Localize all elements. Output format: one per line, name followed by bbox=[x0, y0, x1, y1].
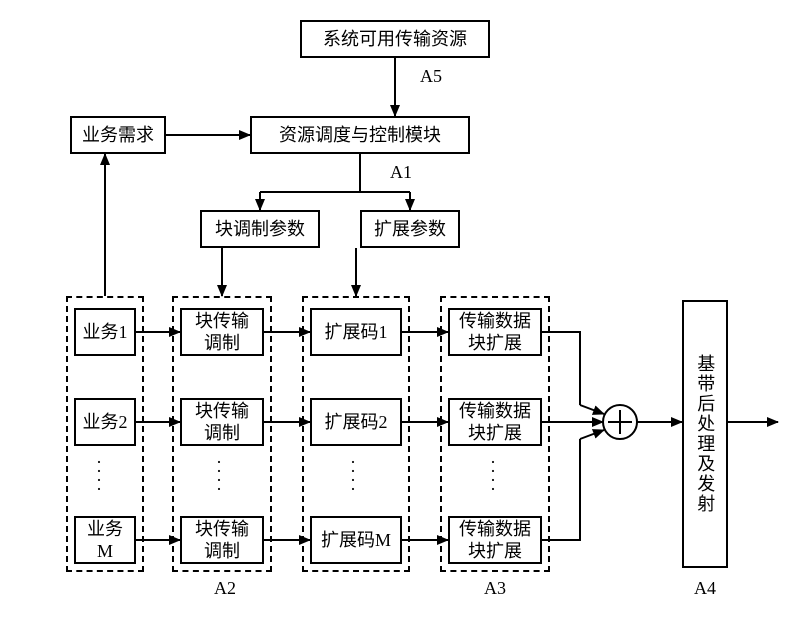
text-service-demand: 业务需求 bbox=[82, 124, 154, 147]
mod-m: 块传输 调制 bbox=[180, 516, 264, 564]
mod-1-label: 块传输 调制 bbox=[195, 310, 249, 355]
text-mod-param: 块调制参数 bbox=[215, 218, 305, 241]
dots-svc: ···· bbox=[96, 458, 102, 494]
mod-1: 块传输 调制 bbox=[180, 308, 264, 356]
label-a2: A2 bbox=[214, 578, 236, 599]
svc-2-label: 业务2 bbox=[83, 411, 128, 434]
dots-mod: ···· bbox=[216, 458, 222, 494]
ext-1-label: 传输数据 块扩展 bbox=[459, 310, 531, 355]
mod-2-label: 块传输 调制 bbox=[195, 400, 249, 445]
ext-2-label: 传输数据 块扩展 bbox=[459, 400, 531, 445]
code-1-label: 扩展码1 bbox=[325, 321, 388, 344]
code-m: 扩展码M bbox=[310, 516, 402, 564]
code-m-label: 扩展码M bbox=[321, 529, 391, 552]
code-2: 扩展码2 bbox=[310, 398, 402, 446]
label-a3: A3 bbox=[484, 578, 506, 599]
code-1: 扩展码1 bbox=[310, 308, 402, 356]
ext-m-label: 传输数据 块扩展 bbox=[459, 518, 531, 563]
ext-m: 传输数据 块扩展 bbox=[448, 516, 542, 564]
box-scheduler: 资源调度与控制模块 bbox=[250, 116, 470, 154]
svc-1-label: 业务1 bbox=[83, 321, 128, 344]
code-2-label: 扩展码2 bbox=[325, 411, 388, 434]
text-system-resource: 系统可用传输资源 bbox=[323, 28, 467, 51]
dots-code: ···· bbox=[350, 458, 356, 494]
diagram-stage: 系统可用传输资源 业务需求 资源调度与控制模块 块调制参数 扩展参数 业务1 块… bbox=[0, 0, 800, 643]
box-mod-param: 块调制参数 bbox=[200, 210, 320, 248]
text-ext-param: 扩展参数 bbox=[374, 218, 446, 241]
ext-2: 传输数据 块扩展 bbox=[448, 398, 542, 446]
text-scheduler: 资源调度与控制模块 bbox=[279, 124, 441, 147]
mod-2: 块传输 调制 bbox=[180, 398, 264, 446]
label-a4: A4 bbox=[694, 578, 716, 599]
box-system-resource: 系统可用传输资源 bbox=[300, 20, 490, 58]
dots-ext: ···· bbox=[490, 458, 496, 494]
box-tx: 基带后处理及发射 bbox=[682, 300, 728, 568]
label-a1: A1 bbox=[390, 162, 412, 183]
ext-1: 传输数据 块扩展 bbox=[448, 308, 542, 356]
svc-1: 业务1 bbox=[74, 308, 136, 356]
svc-m: 业务 M bbox=[74, 516, 136, 564]
label-a5: A5 bbox=[420, 66, 442, 87]
svc-m-label: 业务 M bbox=[87, 518, 123, 563]
svc-2: 业务2 bbox=[74, 398, 136, 446]
mod-m-label: 块传输 调制 bbox=[195, 518, 249, 563]
box-service-demand: 业务需求 bbox=[70, 116, 166, 154]
box-ext-param: 扩展参数 bbox=[360, 210, 460, 248]
text-tx: 基带后处理及发射 bbox=[694, 354, 717, 514]
